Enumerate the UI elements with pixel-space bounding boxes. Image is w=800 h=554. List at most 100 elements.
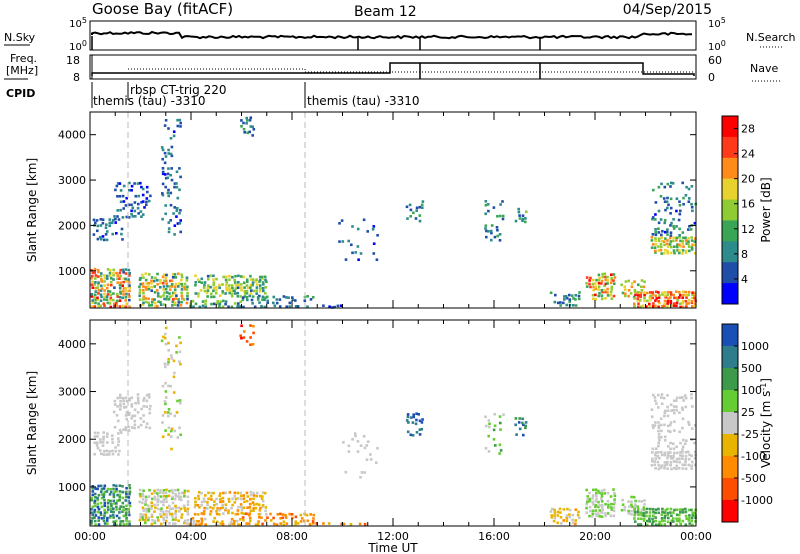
power-cell-3 — [150, 303, 154, 307]
velocity-cell-15 — [610, 508, 614, 511]
power-cell-19 — [690, 202, 693, 206]
power-cell-9 — [322, 304, 325, 307]
power-cell-10 — [347, 239, 350, 243]
velocity-xtick-label-4: 16:00 — [478, 530, 510, 543]
power-cell-8 — [258, 301, 261, 304]
power-cell-0 — [128, 281, 131, 284]
power-cell-19 — [688, 225, 691, 228]
power-cell-0 — [119, 268, 122, 272]
velocity-cell-18 — [678, 460, 681, 464]
power-cell-3 — [159, 279, 162, 282]
velocity-cell-19 — [672, 447, 676, 451]
velocity-cell-4 — [164, 332, 167, 336]
velocity-cell-3 — [154, 506, 157, 510]
power-cell-2 — [125, 196, 128, 200]
velocity-cell-17 — [645, 523, 649, 527]
velocity-cell-3 — [144, 500, 147, 504]
velocity-cell-16 — [634, 499, 637, 503]
velocity-cell-16 — [627, 512, 631, 515]
power-cell-0 — [118, 277, 121, 280]
velocity-cell-1 — [103, 449, 106, 453]
power-cell-0 — [93, 296, 96, 299]
velocity-cell-19 — [690, 396, 693, 400]
velocity-cell-18 — [651, 451, 654, 454]
velocity-cell-14 — [571, 518, 574, 522]
power-cell-5 — [233, 302, 237, 305]
velocity-cell-19 — [675, 396, 679, 400]
power-cell-15 — [600, 294, 604, 298]
velocity-cell-17 — [658, 520, 661, 524]
power-cell-0 — [100, 278, 103, 281]
velocity-cell-3 — [156, 494, 160, 498]
velocity-cell-14 — [556, 514, 560, 517]
velocity-cell-15 — [597, 505, 600, 509]
power-cell-7 — [245, 116, 248, 120]
velocity-cell-19 — [669, 447, 672, 451]
velocity-cell-5 — [188, 522, 192, 526]
velocity-cell-15 — [612, 488, 615, 491]
velocity-cell-4 — [165, 396, 168, 399]
power-cell-10 — [372, 225, 376, 228]
power-cell-2 — [116, 195, 119, 198]
velocity-cell-18 — [653, 453, 657, 457]
power-cell-17 — [672, 302, 676, 305]
velocity-cell-19 — [663, 411, 667, 415]
power-cell-3 — [150, 279, 153, 283]
power-cell-18 — [687, 237, 690, 240]
velocity-cell-3 — [144, 513, 148, 517]
velocity-cell-17 — [660, 519, 664, 523]
power-cell-3 — [161, 275, 165, 279]
power-cell-10 — [372, 242, 376, 245]
power-cell-17 — [669, 299, 673, 303]
power-cell-0 — [106, 277, 109, 280]
power-cell-4 — [175, 170, 179, 174]
power-cell-3 — [165, 291, 169, 294]
power-cell-3 — [167, 298, 171, 301]
power-cell-18 — [657, 237, 661, 240]
velocity-cell-2 — [113, 403, 117, 406]
power-cell-0 — [113, 304, 116, 308]
power-cell-6 — [240, 288, 243, 292]
velocity-cell-17 — [640, 517, 643, 521]
power-cell-6 — [261, 287, 265, 290]
power-cell-6 — [255, 278, 258, 281]
velocity-cell-0 — [96, 502, 99, 506]
velocity-cell-18 — [675, 460, 678, 464]
velocity-cell-7 — [249, 336, 252, 339]
velocity-cell-19 — [652, 393, 655, 397]
power-cell-18 — [676, 243, 679, 246]
velocity-cell-6 — [221, 506, 224, 510]
velocity-cell-19 — [673, 429, 676, 432]
velocity-cell-15 — [600, 495, 604, 498]
velocity-cell-6 — [194, 500, 197, 504]
power-cell-12 — [484, 203, 488, 207]
velocity-colorbar-label-0: 1000 — [741, 340, 769, 353]
power-cell-4 — [169, 173, 172, 177]
power-cell-15 — [606, 294, 610, 297]
power-cell-8 — [275, 298, 279, 301]
power-cell-0 — [106, 293, 110, 296]
power-cell-3 — [147, 287, 151, 291]
power-cell-5 — [227, 305, 230, 308]
power-cell-6 — [214, 291, 218, 295]
power-colorbar-swatch-8 — [722, 283, 738, 305]
power-cell-18 — [651, 243, 655, 246]
velocity-cell-3 — [139, 516, 142, 519]
velocity-cell-12 — [499, 428, 502, 431]
power-cell-5 — [218, 304, 221, 308]
power-cell-0 — [118, 283, 122, 287]
power-colorbar-swatch-1 — [722, 136, 738, 159]
velocity-cell-3 — [157, 519, 160, 522]
power-cell-6 — [200, 277, 204, 281]
power-cell-3 — [178, 282, 181, 285]
velocity-cell-6 — [218, 508, 221, 512]
cpid-segment-0: themis (tau) -3310 — [93, 94, 206, 108]
velocity-cell-15 — [600, 489, 604, 493]
velocity-cell-3 — [141, 513, 145, 517]
power-cell-3 — [156, 283, 159, 286]
velocity-cell-3 — [162, 503, 165, 507]
velocity-cell-15 — [585, 506, 588, 510]
power-cell-2 — [127, 188, 131, 192]
velocity-cell-0 — [93, 501, 96, 505]
power-cell-17 — [681, 296, 684, 300]
